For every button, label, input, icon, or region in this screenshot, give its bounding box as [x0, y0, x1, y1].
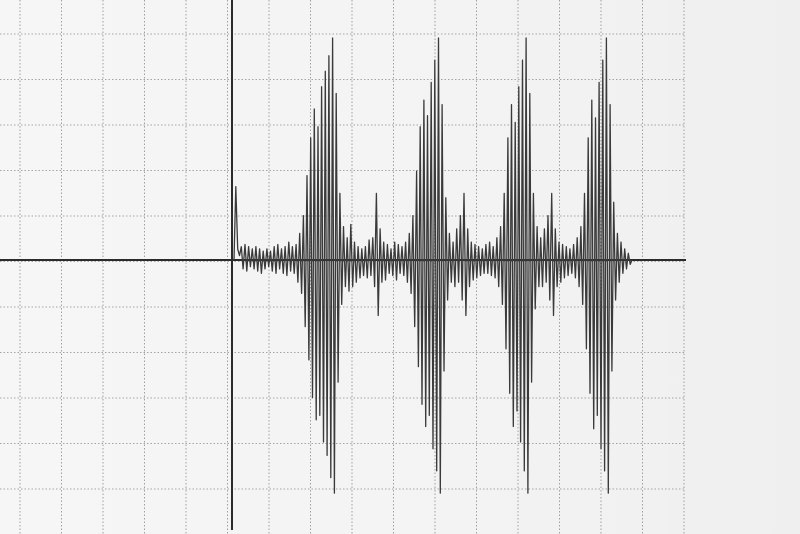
waveform-trace [233, 37, 633, 494]
